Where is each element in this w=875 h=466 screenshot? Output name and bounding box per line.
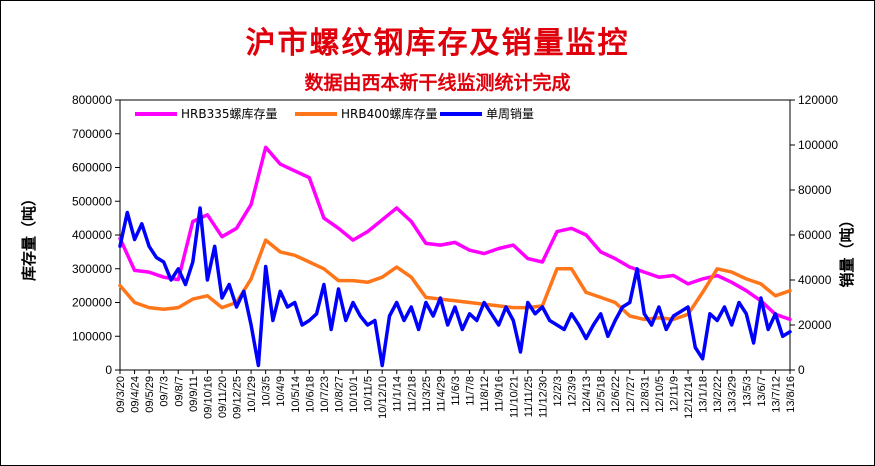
x-tick-label: 10/4/9 xyxy=(275,376,287,407)
x-tick-label: 09/12/25 xyxy=(232,376,244,419)
y-left-tick-label: 400000 xyxy=(72,228,112,242)
y-right-tick-label: 60000 xyxy=(798,228,832,242)
x-tick-label: 10/6/18 xyxy=(304,376,316,413)
series-line xyxy=(118,238,792,322)
legend-label: 单周销量 xyxy=(486,107,534,121)
y-right-tick-label: 20000 xyxy=(798,318,832,332)
x-tick-label: 13/2/22 xyxy=(712,376,724,413)
legend-label: HRB400螺库存量 xyxy=(341,106,438,121)
y-axis-left-label: 库存量（吨） xyxy=(20,191,38,281)
x-tick-label: 12/3/9 xyxy=(567,376,579,407)
y-right-tick-label: 80000 xyxy=(798,183,832,197)
y-left-tick-label: 0 xyxy=(105,363,112,377)
y-left-tick-label: 100000 xyxy=(72,329,112,343)
x-tick-label: 11/3/25 xyxy=(421,376,433,412)
x-tick-label: 10/12/10 xyxy=(377,376,389,419)
x-tick-label: 12/12/14 xyxy=(683,376,695,419)
x-tick-label: 09/10/16 xyxy=(202,376,214,419)
series-line xyxy=(118,206,792,368)
x-tick-label: 12/8/31 xyxy=(639,376,651,413)
x-tick-label: 13/7/12 xyxy=(770,376,782,413)
y-left-tick-label: 600000 xyxy=(72,161,112,175)
x-tick-label: 10/11/5 xyxy=(363,376,375,412)
x-tick-label: 13/5/3 xyxy=(741,376,753,407)
x-tick-label: 09/8/7 xyxy=(173,376,185,407)
x-tick-label: 11/4/29 xyxy=(435,376,447,412)
x-tick-label: 09/3/20 xyxy=(115,376,127,413)
y-axis-right-label: 销量（吨） xyxy=(838,212,856,287)
x-tick-label: 11/9/16 xyxy=(494,376,506,412)
y-left-tick-label: 200000 xyxy=(72,296,112,310)
x-tick-label: 12/10/5 xyxy=(654,376,666,413)
x-tick-label: 09/9/11 xyxy=(188,376,200,412)
y-left-tick-label: 800000 xyxy=(72,93,112,107)
y-right-tick-label: 0 xyxy=(798,363,805,377)
x-tick-label: 12/2/3 xyxy=(552,376,564,407)
x-tick-label: 13/1/18 xyxy=(698,376,710,413)
y-left-tick-label: 500000 xyxy=(72,194,112,208)
x-tick-label: 13/8/16 xyxy=(785,376,797,413)
x-tick-label: 11/1/14 xyxy=(392,376,404,412)
y-right-tick-label: 40000 xyxy=(798,273,832,287)
chart-subtitle: 数据由西本新干线监测统计完成 xyxy=(304,72,571,94)
y-right-tick-label: 100000 xyxy=(798,138,838,152)
x-tick-label: 11/2/18 xyxy=(406,376,418,412)
y-left-tick-label: 300000 xyxy=(72,262,112,276)
chart-title: 沪市螺纹钢库存及销量监控 xyxy=(245,26,630,61)
x-tick-label: 11/6/3 xyxy=(450,376,462,406)
x-tick-label: 11/12/30 xyxy=(537,376,549,418)
x-tick-label: 10/7/23 xyxy=(319,376,331,413)
x-tick-label: 10/8/27 xyxy=(333,376,345,413)
x-tick-label: 12/7/27 xyxy=(625,376,637,413)
x-tick-label: 11/11/25 xyxy=(523,376,535,417)
x-tick-label: 10/3/5 xyxy=(261,376,273,407)
x-tick-label: 11/7/8 xyxy=(465,376,477,406)
series-line xyxy=(118,145,792,322)
x-tick-label: 13/3/29 xyxy=(727,376,739,413)
x-tick-label: 13/6/7 xyxy=(756,376,768,407)
x-tick-label: 10/1/29 xyxy=(246,376,258,413)
x-tick-label: 09/7/3 xyxy=(159,376,171,407)
y-left-tick-label: 700000 xyxy=(72,127,112,141)
x-tick-label: 12/4/13 xyxy=(581,376,593,413)
x-tick-label: 09/5/29 xyxy=(144,376,156,413)
x-tick-label: 11/10/21 xyxy=(508,376,520,418)
legend-label: HRB335螺库存量 xyxy=(181,106,278,121)
x-tick-label: 12/11/9 xyxy=(668,376,680,412)
x-tick-label: 12/6/22 xyxy=(610,376,622,413)
x-tick-label: 10/10/1 xyxy=(348,376,360,413)
x-tick-label: 10/5/14 xyxy=(290,376,302,413)
x-tick-label: 09/4/24 xyxy=(130,376,142,413)
x-tick-label: 09/11/20 xyxy=(217,376,229,418)
y-right-tick-label: 120000 xyxy=(798,93,838,107)
x-tick-label: 12/5/18 xyxy=(596,376,608,413)
x-tick-label: 11/8/12 xyxy=(479,376,491,412)
